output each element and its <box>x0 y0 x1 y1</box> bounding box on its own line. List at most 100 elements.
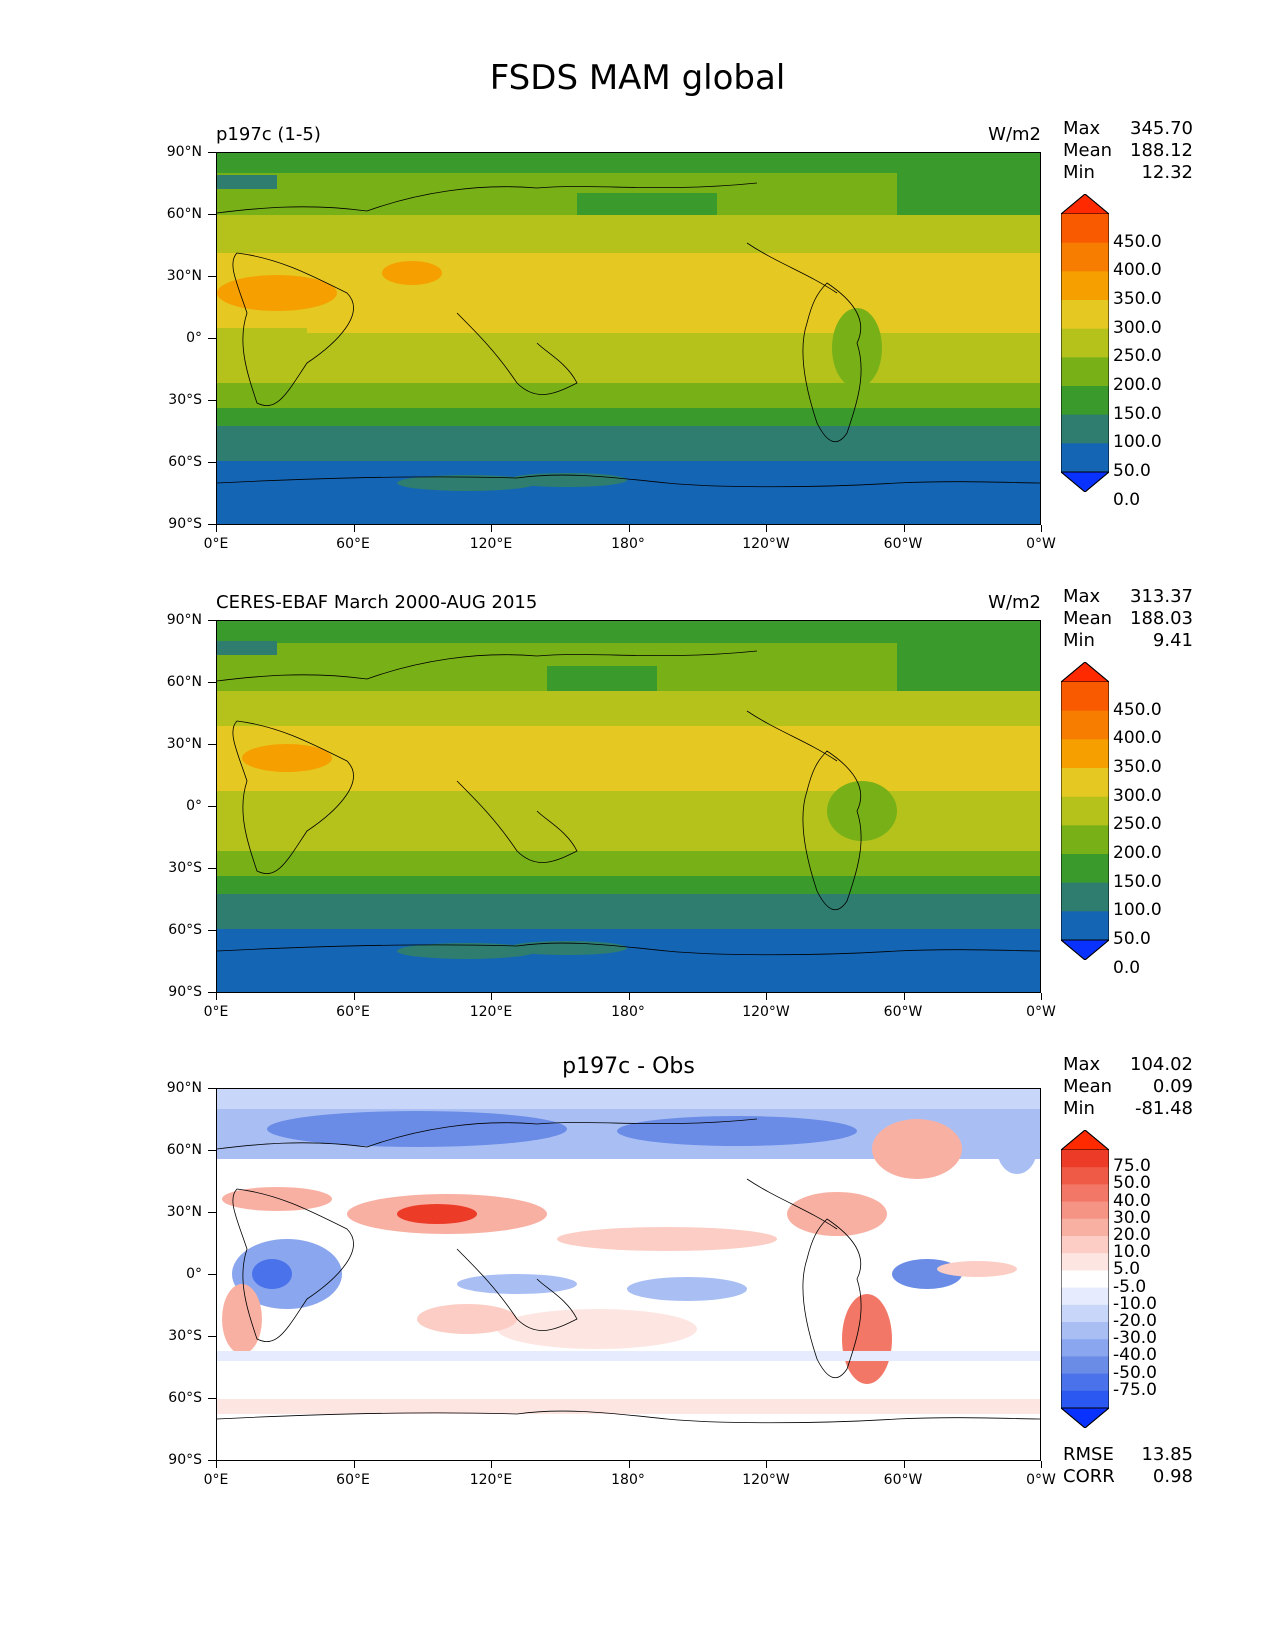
colorbar-band <box>1061 1322 1109 1340</box>
x-label: 60°W <box>883 1472 923 1488</box>
y-tick <box>208 1336 216 1337</box>
colorbar-band <box>1061 825 1109 855</box>
colorbar-tick-label: 300.0 <box>1113 785 1162 806</box>
colorbar-tick-label: 30.0 <box>1113 1207 1151 1228</box>
map-diff <box>216 1088 1041 1461</box>
colorbar-tick-label: 200.0 <box>1113 375 1162 395</box>
stat-value: 0.09 <box>1152 1076 1193 1097</box>
y-tick <box>208 682 216 683</box>
y-tick <box>208 992 216 993</box>
colorbar-band <box>1061 1218 1109 1237</box>
y-tick <box>208 620 216 621</box>
map-svg <box>217 153 1040 524</box>
stat-value: 104.02 <box>1130 1054 1193 1075</box>
x-label: 180° <box>611 1004 645 1020</box>
map-model <box>216 152 1041 525</box>
x-label: 120°E <box>469 536 513 552</box>
stat-value: 313.37 <box>1130 586 1193 607</box>
panel-title: p197c (1-5) <box>216 124 321 145</box>
y-tick <box>208 524 216 525</box>
colorbar-tick-label: 20.0 <box>1113 1225 1151 1245</box>
error-stats: RMSE 13.85 CORR 0.98 <box>1063 1444 1193 1488</box>
colorbar-tick-label: -30.0 <box>1113 1328 1157 1349</box>
colorbar-band <box>1061 1270 1109 1289</box>
stat-value: 188.12 <box>1130 140 1193 161</box>
colorbar-tick-label: 400.0 <box>1113 728 1162 749</box>
x-label: 60°E <box>336 1004 370 1020</box>
y-label: 30°N <box>166 268 202 284</box>
colorbar-band <box>1061 386 1109 416</box>
colorbar-tick-label: 75.0 <box>1113 1156 1151 1177</box>
colorbar-tick-label: -20.0 <box>1113 1311 1157 1331</box>
colorbar-tick-label: 0.0 <box>1113 957 1141 978</box>
x-label: 120°E <box>469 1004 513 1020</box>
x-tick <box>353 525 355 532</box>
x-label: 60°W <box>883 1004 923 1020</box>
colorbar-tick-label: 200.0 <box>1113 843 1162 863</box>
panel-units: W/m2 <box>988 124 1041 145</box>
x-tick <box>903 993 905 1000</box>
y-label: 60°S <box>168 454 202 470</box>
x-tick <box>1041 525 1042 532</box>
colorbar-band <box>1061 911 1109 941</box>
colorbar-tick-label: 50.0 <box>1113 1173 1151 1194</box>
stat-label: Mean <box>1063 140 1113 161</box>
y-label: 30°S <box>168 392 202 408</box>
y-label: 90°N <box>166 144 202 160</box>
colorbar <box>1059 661 1111 964</box>
panel-units: W/m2 <box>988 592 1041 613</box>
colorbar-tick-label: 150.0 <box>1113 403 1162 424</box>
x-tick <box>628 1461 630 1468</box>
stat-value: -81.48 <box>1134 1098 1193 1119</box>
x-tick <box>353 993 355 1000</box>
y-label: 0° <box>186 798 202 814</box>
x-label: 60°W <box>883 536 923 552</box>
colorbar-band <box>1061 768 1109 798</box>
colorbar-band <box>1061 1167 1109 1185</box>
colorbar-band <box>1061 1356 1109 1375</box>
colorbar-tick-label: 250.0 <box>1113 814 1162 835</box>
colorbar <box>1059 193 1111 496</box>
y-label: 90°N <box>166 1080 202 1096</box>
colorbar-svg <box>1059 193 1111 493</box>
y-tick <box>208 1150 216 1151</box>
x-tick <box>491 525 492 532</box>
stat-label: Max <box>1063 1054 1101 1075</box>
colorbar-band <box>1061 882 1109 912</box>
stats-block: Max 313.37 Mean 188.03 Min 9.41 <box>1063 586 1193 652</box>
y-tick <box>208 214 216 215</box>
y-tick <box>208 276 216 277</box>
panel-title: CERES-EBAF March 2000-AUG 2015 <box>216 592 538 613</box>
colorbar-svg <box>1059 661 1111 961</box>
y-tick <box>208 338 216 339</box>
colorbar-tick-label: 10.0 <box>1113 1242 1151 1263</box>
y-label: 30°S <box>168 1328 202 1344</box>
x-label: 0°E <box>203 1004 229 1020</box>
stats-block: Max 104.02 Mean 0.09 Min -81.48 <box>1063 1054 1193 1120</box>
colorbar-band <box>1061 1304 1109 1323</box>
x-tick <box>903 1461 905 1468</box>
map-svg <box>217 621 1040 992</box>
stat-label: RMSE <box>1063 1444 1114 1465</box>
colorbar-tick-label: 450.0 <box>1113 699 1162 720</box>
stat-label: Min <box>1063 630 1095 651</box>
colorbar-band <box>1061 271 1109 301</box>
y-tick <box>208 868 216 869</box>
stat-label: Min <box>1063 162 1095 183</box>
colorbar-band <box>1061 1339 1109 1357</box>
colorbar-band <box>1061 1236 1109 1254</box>
colorbar-band <box>1061 854 1109 884</box>
colorbar-band <box>1061 710 1109 740</box>
colorbar-band <box>1061 328 1109 358</box>
x-label: 0°W <box>1026 536 1056 552</box>
y-label: 30°S <box>168 860 202 876</box>
y-tick <box>208 1274 216 1275</box>
x-label: 60°E <box>336 1472 370 1488</box>
colorbar-bottom-arrow <box>1059 939 1111 961</box>
x-label: 0°W <box>1026 1472 1056 1488</box>
y-label: 60°N <box>166 674 202 690</box>
x-label: 0°W <box>1026 1004 1056 1020</box>
y-tick <box>208 1460 216 1461</box>
panel-model: p197c (1-5) W/m2 <box>0 0 1275 552</box>
panel-obs: CERES-EBAF March 2000-AUG 2015 W/m2 <box>0 0 1275 1020</box>
